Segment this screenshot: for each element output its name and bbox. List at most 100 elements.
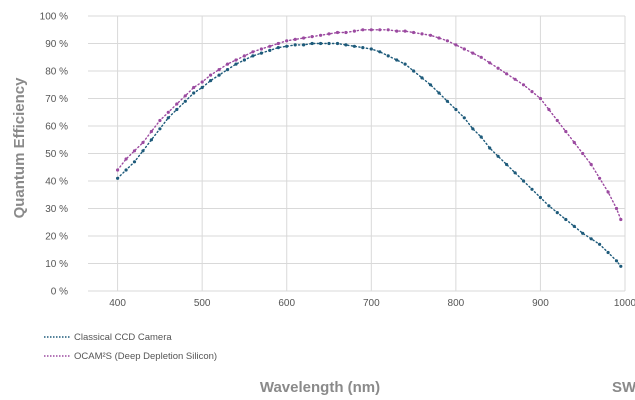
data-point: [344, 43, 348, 47]
data-point: [471, 127, 475, 131]
data-point: [479, 55, 483, 59]
data-point: [412, 69, 416, 73]
data-point: [302, 43, 306, 47]
data-point: [361, 28, 365, 32]
data-point: [555, 118, 559, 123]
data-point: [209, 79, 213, 83]
data-point: [564, 129, 568, 134]
data-point: [319, 41, 323, 46]
y-tick-label: 0 %: [51, 287, 68, 298]
data-point: [344, 30, 348, 35]
data-point: [234, 58, 238, 62]
data-point: [361, 46, 365, 50]
legend-label-ccd: Classical CCD Camera: [74, 332, 172, 343]
x-tick-label: 800: [448, 298, 465, 309]
plot-area: [116, 28, 623, 268]
data-point: [462, 116, 466, 120]
data-point: [200, 80, 204, 84]
data-point: [175, 107, 179, 112]
data-point: [471, 51, 475, 55]
legend-item-ocam: OCAM²S (Deep Depletion Silicon): [44, 351, 217, 362]
data-point: [437, 91, 441, 95]
data-point: [403, 29, 407, 33]
data-point: [606, 250, 610, 255]
data-point: [496, 66, 500, 70]
data-point: [259, 51, 263, 55]
data-point: [606, 190, 610, 194]
data-point: [530, 187, 534, 191]
data-point: [225, 68, 230, 72]
data-point: [192, 85, 196, 90]
data-point: [116, 176, 120, 180]
data-point: [538, 195, 543, 200]
data-point: [412, 30, 416, 35]
data-point: [589, 237, 593, 241]
data-point: [581, 151, 585, 156]
data-point: [572, 224, 576, 228]
data-point: [547, 204, 551, 208]
data-point: [124, 168, 128, 172]
y-tick-label: 10 %: [45, 259, 68, 270]
y-tick-label: 30 %: [45, 204, 68, 215]
data-point: [158, 127, 162, 131]
data-point: [437, 36, 441, 40]
series-1: [116, 28, 623, 222]
series-0: [116, 41, 623, 268]
data-point: [141, 140, 145, 145]
data-point: [217, 68, 221, 72]
x-tick-label: 1000: [614, 298, 635, 309]
y-tick-label: 50 %: [45, 149, 68, 160]
data-point: [225, 62, 230, 66]
data-point: [479, 135, 483, 139]
data-point: [378, 50, 382, 54]
data-point: [564, 217, 568, 222]
x-tick-label: 500: [194, 298, 211, 309]
data-point: [538, 96, 543, 101]
y-tick-label: 20 %: [45, 232, 68, 243]
data-point: [445, 99, 449, 103]
data-point: [166, 116, 170, 120]
data-point: [200, 85, 204, 90]
corner-label: SW: [612, 379, 635, 396]
data-point: [395, 29, 399, 33]
data-point: [158, 118, 162, 123]
y-tick-label: 80 %: [45, 67, 68, 78]
data-point: [555, 211, 559, 215]
x-tick-label: 700: [363, 298, 380, 309]
data-point: [327, 41, 331, 46]
data-point: [242, 58, 246, 62]
data-point: [293, 37, 297, 42]
data-point: [124, 157, 128, 161]
data-point: [445, 39, 449, 43]
data-point: [335, 41, 340, 46]
data-point: [619, 264, 623, 268]
y-axis-label: Quantum Efficiency: [11, 77, 28, 219]
data-point: [310, 41, 314, 46]
data-point: [259, 47, 263, 51]
data-point: [581, 231, 585, 235]
data-point: [598, 242, 602, 246]
data-point: [386, 54, 390, 58]
data-point: [530, 90, 534, 94]
data-point: [268, 44, 272, 48]
data-point: [369, 28, 373, 32]
data-point: [521, 179, 526, 183]
grid: [88, 15, 626, 292]
y-tick-label: 70 %: [45, 94, 68, 105]
data-point: [513, 77, 517, 81]
data-point: [395, 58, 399, 62]
data-point: [505, 72, 509, 76]
data-point: [276, 41, 280, 46]
data-point: [310, 35, 314, 39]
legend-item-ccd: Classical CCD Camera: [44, 332, 172, 343]
data-point: [293, 43, 297, 47]
data-point: [352, 29, 356, 33]
data-point: [454, 43, 458, 47]
data-point: [420, 76, 424, 80]
data-point: [116, 168, 120, 172]
data-point: [242, 54, 246, 58]
data-point: [209, 73, 213, 77]
data-point: [488, 61, 492, 65]
series-line: [116, 29, 622, 221]
